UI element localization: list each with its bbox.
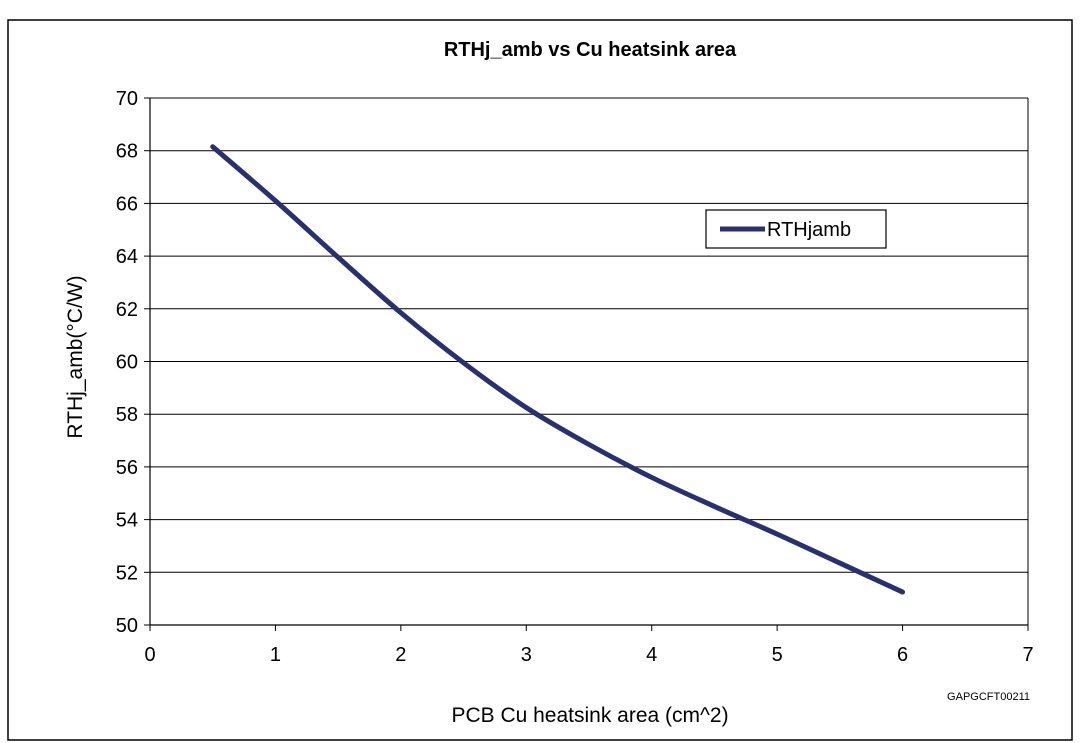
y-tick-label-5: 60 [116,352,138,374]
y-tick-label-2: 54 [116,510,138,532]
x-tick-label-0: 0 [144,644,155,666]
x-axis-label: PCB Cu heatsink area (cm^2) [451,704,728,727]
x-tick-label-4: 4 [646,644,657,666]
x-tick-label-2: 2 [395,644,406,666]
legend-label: RTHjamb [767,219,851,241]
series-line-0 [210,144,906,595]
y-tick-label-8: 66 [116,193,138,215]
chart-title: RTHj_amb vs Cu heatsink area [444,39,737,61]
chart-border [7,19,1073,741]
x-tick-label-7: 7 [1022,644,1033,666]
y-tick-label-7: 64 [116,246,138,268]
y-tick-label-1: 52 [116,562,138,584]
y-tick-labels: 50 52 54 56 58 60 62 64 66 68 70 [116,88,138,637]
y-tick-label-3: 56 [116,457,138,479]
y-tick-label-4: 58 [116,404,138,426]
figure-code: GAPGCFT00211 [947,691,1030,703]
series-group [210,144,906,595]
y-tick-label-6: 62 [116,299,138,321]
gridlines [150,97,1028,626]
y-tick-label-9: 68 [116,141,138,163]
x-tick-label-6: 6 [897,644,908,666]
x-tick-label-5: 5 [772,644,783,666]
y-axis-label: RTHj_amb(°C/W) [64,275,87,438]
y-tick-label-10: 70 [116,88,138,110]
x-tick-labels: 0 1 2 3 4 5 6 7 [144,644,1033,666]
y-tick-label-0: 50 [116,615,138,637]
axes [144,97,1029,631]
x-tick-label-1: 1 [270,644,281,666]
legend: RTHjamb [705,209,887,249]
x-tick-label-3: 3 [521,644,532,666]
